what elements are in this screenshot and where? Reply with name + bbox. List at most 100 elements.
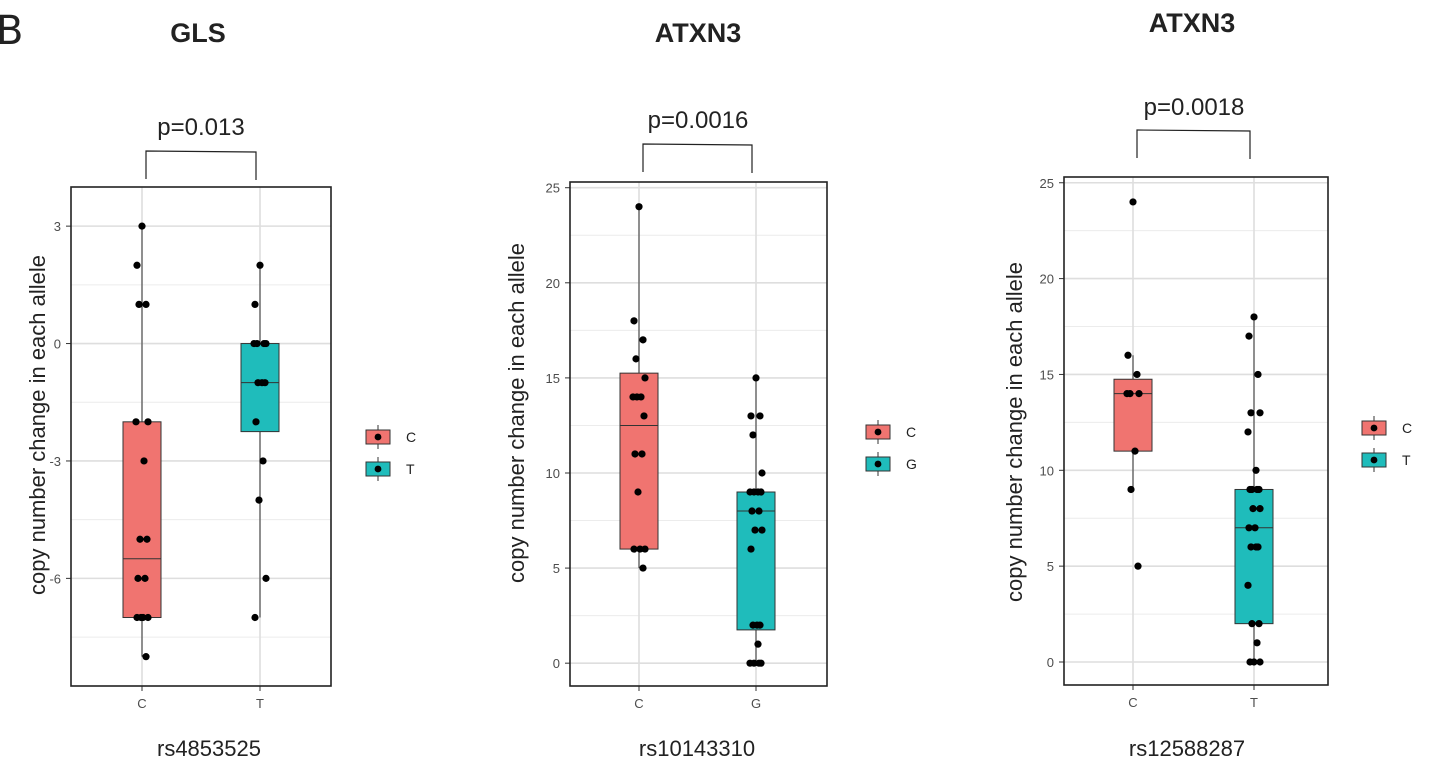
data-point [1248,620,1256,628]
y-tick-label: 20 [546,276,560,291]
data-point [135,300,143,309]
data-point [143,535,151,543]
data-point [1256,658,1264,666]
chart-title: GLS [170,18,226,48]
y-tick-label: 15 [1040,367,1054,382]
data-point [1254,370,1262,379]
legend-label-C: C [906,424,916,440]
data-point [1133,370,1141,379]
box-C [619,372,659,550]
data-point [749,621,757,629]
data-point [144,613,152,622]
data-point [1245,332,1253,340]
data-point [134,574,142,582]
data-point [747,412,755,420]
data-point [255,496,263,504]
chart-atxn3-rs10143310: ATXN3 p=0.0016 copy number change in eac… [504,18,917,761]
data-point [251,613,259,622]
data-point [141,574,149,582]
data-point [144,418,152,426]
data-point [756,621,764,629]
data-point [251,300,259,309]
data-point [142,653,150,661]
data-point [250,339,258,348]
data-point [640,412,648,420]
data-point [261,379,269,387]
data-point [750,488,758,496]
plot-frame [1063,176,1329,686]
x-tick-label: C [137,696,146,711]
data-point [758,469,766,477]
legend-key-dot [1370,456,1378,464]
chart-atxn3-rs12588287: ATXN3 p=0.0018 copy number change in eac… [1002,8,1412,761]
y-tick-label: 25 [1040,176,1054,191]
x-tick-label: T [256,696,264,711]
data-point [1247,409,1255,417]
box-C [122,421,162,619]
y-axis-label: copy number change in each allele [504,243,529,583]
significance-bracket [1136,129,1251,159]
legend-label-C: C [1402,420,1412,436]
data-point [262,339,270,348]
data-point [1247,543,1255,551]
data-point [1129,198,1137,206]
data-point [1124,351,1132,359]
y-axis-label: copy number change in each allele [25,255,50,595]
data-point [750,659,758,667]
data-point [142,300,150,309]
box-T [240,343,280,433]
data-point [1251,524,1259,532]
x-tick-label: C [634,696,643,711]
data-point [749,431,757,439]
p-value-label: p=0.0018 [1144,94,1245,121]
data-point [630,317,638,325]
data-point [252,418,260,426]
y-tick-label: 0 [54,337,61,352]
legend-label-G: G [906,456,917,472]
chart-title: ATXN3 [655,18,742,48]
data-point [1245,524,1253,532]
data-point [1253,485,1261,494]
x-axis-label: rs12588287 [1129,736,1245,761]
data-point [133,613,141,622]
y-tick-label: 5 [553,561,560,576]
legend-label-C: C [406,429,416,445]
box-G [736,491,776,631]
data-point [632,355,640,363]
significance-bracket [145,150,257,180]
x-tick-label: T [1250,695,1258,710]
legend-label-T: T [1402,452,1411,468]
x-tick-label: G [751,696,761,711]
y-tick-label: 25 [546,181,560,196]
data-point [633,393,641,401]
data-point [1252,466,1260,474]
data-point [133,261,141,269]
data-point [636,545,644,553]
chart-title: ATXN3 [1149,8,1236,38]
data-point [755,659,763,667]
x-axis-label: rs4853525 [157,736,261,761]
data-point [639,336,647,344]
y-tick-label: -3 [49,454,61,469]
data-point [757,488,765,496]
data-point [1255,620,1263,628]
x-axis-label: rs10143310 [639,736,755,761]
data-point [748,507,756,515]
data-point [1253,639,1261,647]
data-point [1249,505,1257,513]
data-point [641,545,649,553]
data-point [1250,658,1258,666]
data-point [634,488,642,496]
y-tick-label: 0 [553,656,560,671]
data-point [639,564,647,572]
legend-key-dot [1370,424,1378,432]
plot-frame [569,181,828,687]
data-point [1244,428,1252,436]
data-point [754,640,762,648]
data-point [638,450,646,458]
legend-key-dot [374,465,382,473]
data-point [1135,390,1143,398]
data-point [138,222,146,230]
data-point [1131,447,1139,455]
